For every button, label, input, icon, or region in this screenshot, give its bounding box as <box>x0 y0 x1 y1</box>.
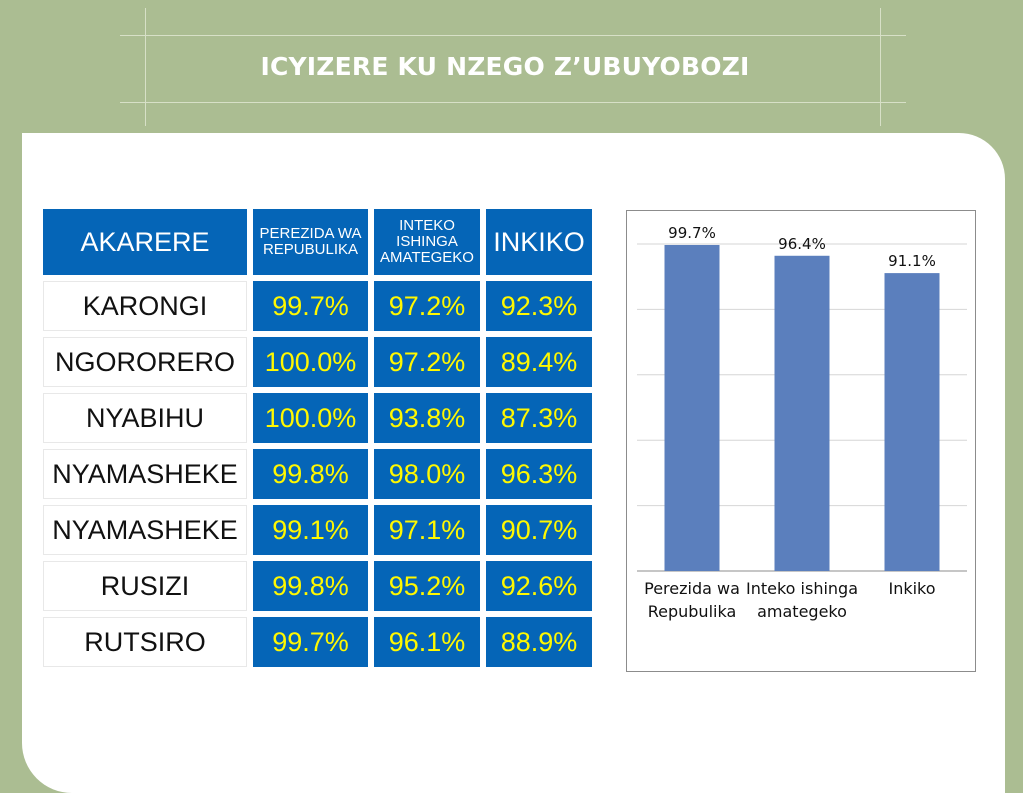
value-cell: 96.3% <box>483 446 595 502</box>
category-label: Perezida wa Repubulika <box>644 579 740 622</box>
district-name: NYABIHU <box>40 390 250 446</box>
value-cell: 97.2% <box>371 278 483 334</box>
bar <box>664 244 720 571</box>
value-cell: 99.7% <box>250 278 371 334</box>
value-cell: 100.0% <box>250 390 371 446</box>
district-name: KARONGI <box>40 278 250 334</box>
data-label: 91.1% <box>888 252 936 270</box>
value-cell: 93.8% <box>371 390 483 446</box>
value-cell: 88.9% <box>483 614 595 670</box>
frame-line-right <box>880 8 881 126</box>
value-cell: 98.0% <box>371 446 483 502</box>
value-cell: 99.7% <box>250 614 371 670</box>
value-cell: 100.0% <box>250 334 371 390</box>
district-name: RUSIZI <box>40 558 250 614</box>
bar <box>774 255 830 571</box>
table-row: NYAMASHEKE 99.8% 98.0% 96.3% <box>40 446 595 502</box>
district-table: AKARERE PEREZIDA WA REPUBULIKA INTEKO IS… <box>40 206 595 670</box>
value-cell: 99.8% <box>250 558 371 614</box>
chart-canvas: 99.7% 96.4% 91.1% <box>637 224 967 572</box>
frame-line-top <box>120 35 906 36</box>
value-cell: 90.7% <box>483 502 595 558</box>
value-cell: 95.2% <box>371 558 483 614</box>
category-label: Inteko ishinga amategeko <box>745 579 858 622</box>
bar <box>884 273 940 571</box>
value-cell: 87.3% <box>483 390 595 446</box>
header-inkiko: INKIKO <box>483 206 595 278</box>
bar-chart: 99.7% 96.4% 91.1% Perezida wa Repubulika In… <box>626 210 976 672</box>
value-cell: 92.3% <box>483 278 595 334</box>
value-cell: 99.1% <box>250 502 371 558</box>
value-cell: 96.1% <box>371 614 483 670</box>
header-inteko: INTEKO ISHINGA AMATEGEKO <box>371 206 483 278</box>
table-row: NYABIHU 100.0% 93.8% 87.3% <box>40 390 595 446</box>
data-label: 96.4% <box>778 235 826 253</box>
district-name: NGORORERO <box>40 334 250 390</box>
table-row: KARONGI 99.7% 97.2% 92.3% <box>40 278 595 334</box>
page-title: ICYIZERE KU NZEGO Z’UBUYOBOZI <box>260 52 750 81</box>
frame-line-left <box>145 8 146 126</box>
district-name: RUTSIRO <box>40 614 250 670</box>
value-cell: 97.1% <box>371 502 483 558</box>
header-akarere: AKARERE <box>40 206 250 278</box>
table-header-row: AKARERE PEREZIDA WA REPUBULIKA INTEKO IS… <box>40 206 595 278</box>
value-cell: 97.2% <box>371 334 483 390</box>
frame-line-bottom <box>120 102 906 103</box>
table-row: NYAMASHEKE 99.1% 97.1% 90.7% <box>40 502 595 558</box>
table-row: RUSIZI 99.8% 95.2% 92.6% <box>40 558 595 614</box>
value-cell: 89.4% <box>483 334 595 390</box>
table-row: RUTSIRO 99.7% 96.1% 88.9% <box>40 614 595 670</box>
district-name: NYAMASHEKE <box>40 446 250 502</box>
category-label: Inkiko <box>888 579 936 598</box>
header-perezida: PEREZIDA WA REPUBULIKA <box>250 206 371 278</box>
table-row: NGORORERO 100.0% 97.2% 89.4% <box>40 334 595 390</box>
value-cell: 92.6% <box>483 558 595 614</box>
district-name: NYAMASHEKE <box>40 502 250 558</box>
data-label: 99.7% <box>668 224 716 242</box>
value-cell: 99.8% <box>250 446 371 502</box>
